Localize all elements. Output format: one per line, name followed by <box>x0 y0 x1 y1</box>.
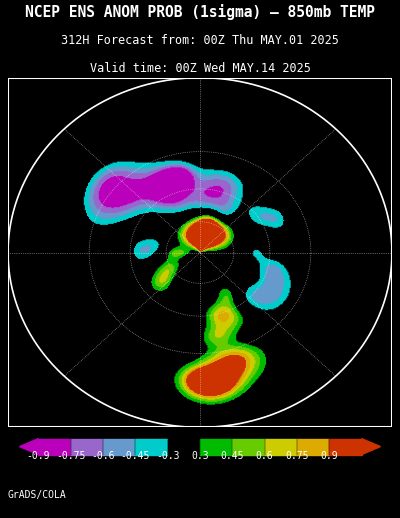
Polygon shape <box>20 439 38 455</box>
Polygon shape <box>362 439 380 455</box>
Text: GrADS/COLA: GrADS/COLA <box>8 490 67 500</box>
Bar <box>103 439 135 455</box>
Bar <box>232 439 265 455</box>
Text: 312H Forecast from: 00Z Thu MAY.01 2025: 312H Forecast from: 00Z Thu MAY.01 2025 <box>61 34 339 47</box>
Text: -0.75: -0.75 <box>56 451 85 461</box>
Bar <box>135 439 168 455</box>
Bar <box>329 439 362 455</box>
Text: 0.9: 0.9 <box>320 451 338 461</box>
Text: -0.9: -0.9 <box>26 451 50 461</box>
Text: -0.6: -0.6 <box>91 451 115 461</box>
Text: -0.45: -0.45 <box>121 451 150 461</box>
Bar <box>297 439 329 455</box>
Text: 0.45: 0.45 <box>220 451 244 461</box>
Bar <box>200 439 232 455</box>
Text: 0.3: 0.3 <box>191 451 209 461</box>
Text: Valid time: 00Z Wed MAY.14 2025: Valid time: 00Z Wed MAY.14 2025 <box>90 62 310 75</box>
Text: -0.3: -0.3 <box>156 451 180 461</box>
Bar <box>38 439 71 455</box>
Text: 0.6: 0.6 <box>256 451 274 461</box>
Text: NCEP ENS ANOM PROB (1sigma) – 850mb TEMP: NCEP ENS ANOM PROB (1sigma) – 850mb TEMP <box>25 4 375 20</box>
Text: 0.75: 0.75 <box>285 451 309 461</box>
Bar <box>71 439 103 455</box>
Bar <box>265 439 297 455</box>
Bar <box>168 439 200 455</box>
